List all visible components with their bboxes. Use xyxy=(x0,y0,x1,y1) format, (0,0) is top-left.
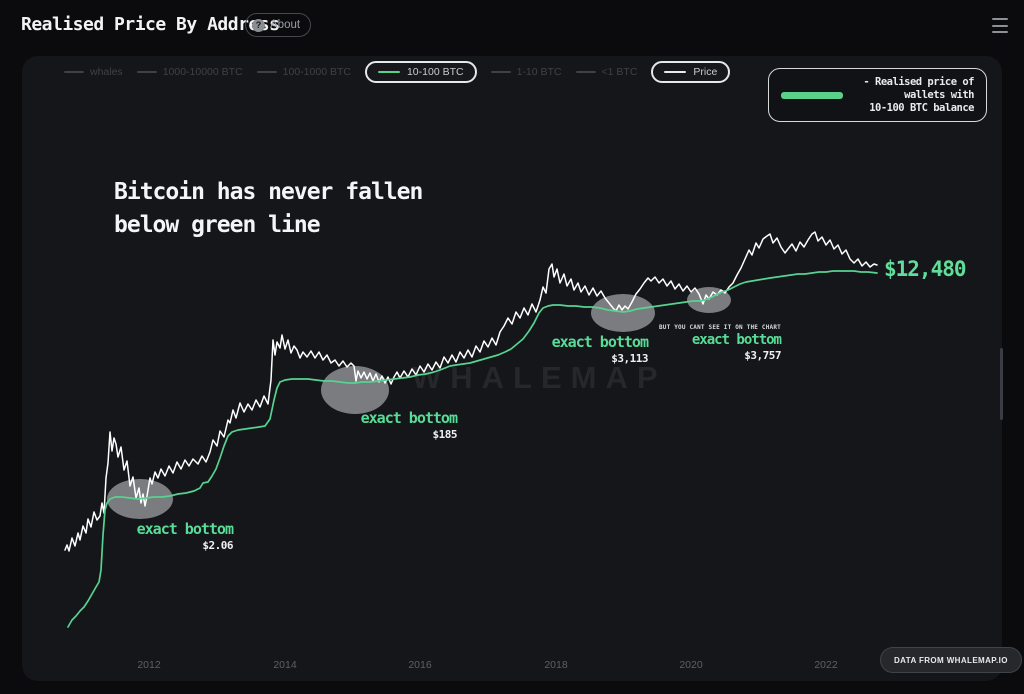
legend-item-100-1000[interactable]: 100-1000 BTC xyxy=(256,66,351,78)
current-price-label: $12,480 xyxy=(884,257,967,281)
question-icon: ? xyxy=(252,18,265,32)
annotation-bottom-2020: BUT YOU CANT SEE IT ON THE CHART exact b… xyxy=(659,324,782,362)
annotation-bottom-2018: exact bottom $3,113 xyxy=(551,333,649,365)
legend-item-1000-10000[interactable]: 1000-10000 BTC xyxy=(136,66,243,78)
line-swatch-icon xyxy=(256,71,277,73)
annotation-bottom-2011: exact bottom $2.06 xyxy=(136,520,234,552)
line-swatch-icon xyxy=(136,71,157,73)
x-tick-2022: 2022 xyxy=(814,659,838,671)
chart-headline: Bitcoin has never fallen below green lin… xyxy=(114,179,423,238)
legend-item-1-10[interactable]: 1-10 BTC xyxy=(490,66,562,78)
page-title: Realised Price By Address xyxy=(21,14,280,35)
x-tick-2020: 2020 xyxy=(679,659,703,671)
legend-item-10-100-active[interactable]: 10-100 BTC xyxy=(364,61,477,83)
line-swatch-icon xyxy=(64,71,84,73)
x-tick-2014: 2014 xyxy=(273,659,297,671)
line-swatch-icon xyxy=(664,71,687,73)
header: Realised Price By Address ? About xyxy=(0,0,1024,56)
legend-item-whales[interactable]: whales xyxy=(64,66,123,78)
legend-item-lt1[interactable]: <1 BTC xyxy=(575,66,637,78)
data-source-badge[interactable]: DATA FROM WHALEMAP.IO xyxy=(880,647,1022,673)
green-line-swatch-icon xyxy=(781,91,843,99)
watermark: WHALEMAP xyxy=(412,360,667,395)
legend-item-price-active[interactable]: Price xyxy=(651,61,731,83)
line-swatch-icon xyxy=(575,71,596,73)
about-button[interactable]: ? About xyxy=(245,13,312,37)
annotation-bottom-2015: exact bottom $185 xyxy=(360,409,458,441)
series-legend: whales 1000-10000 BTC 100-1000 BTC 10-10… xyxy=(64,61,731,83)
series-info-box: - Realised price of wallets with 10-100 … xyxy=(768,68,987,122)
info-box-text: - Realised price of wallets with 10-100 … xyxy=(863,75,974,114)
vertical-scrollbar[interactable] xyxy=(1000,348,1003,420)
hamburger-menu-icon[interactable] xyxy=(992,18,1008,33)
line-swatch-icon xyxy=(377,71,400,73)
x-tick-2018: 2018 xyxy=(544,659,568,671)
about-label: About xyxy=(270,19,301,31)
x-tick-2012: 2012 xyxy=(137,659,161,671)
x-tick-2016: 2016 xyxy=(408,659,432,671)
line-swatch-icon xyxy=(490,71,511,73)
